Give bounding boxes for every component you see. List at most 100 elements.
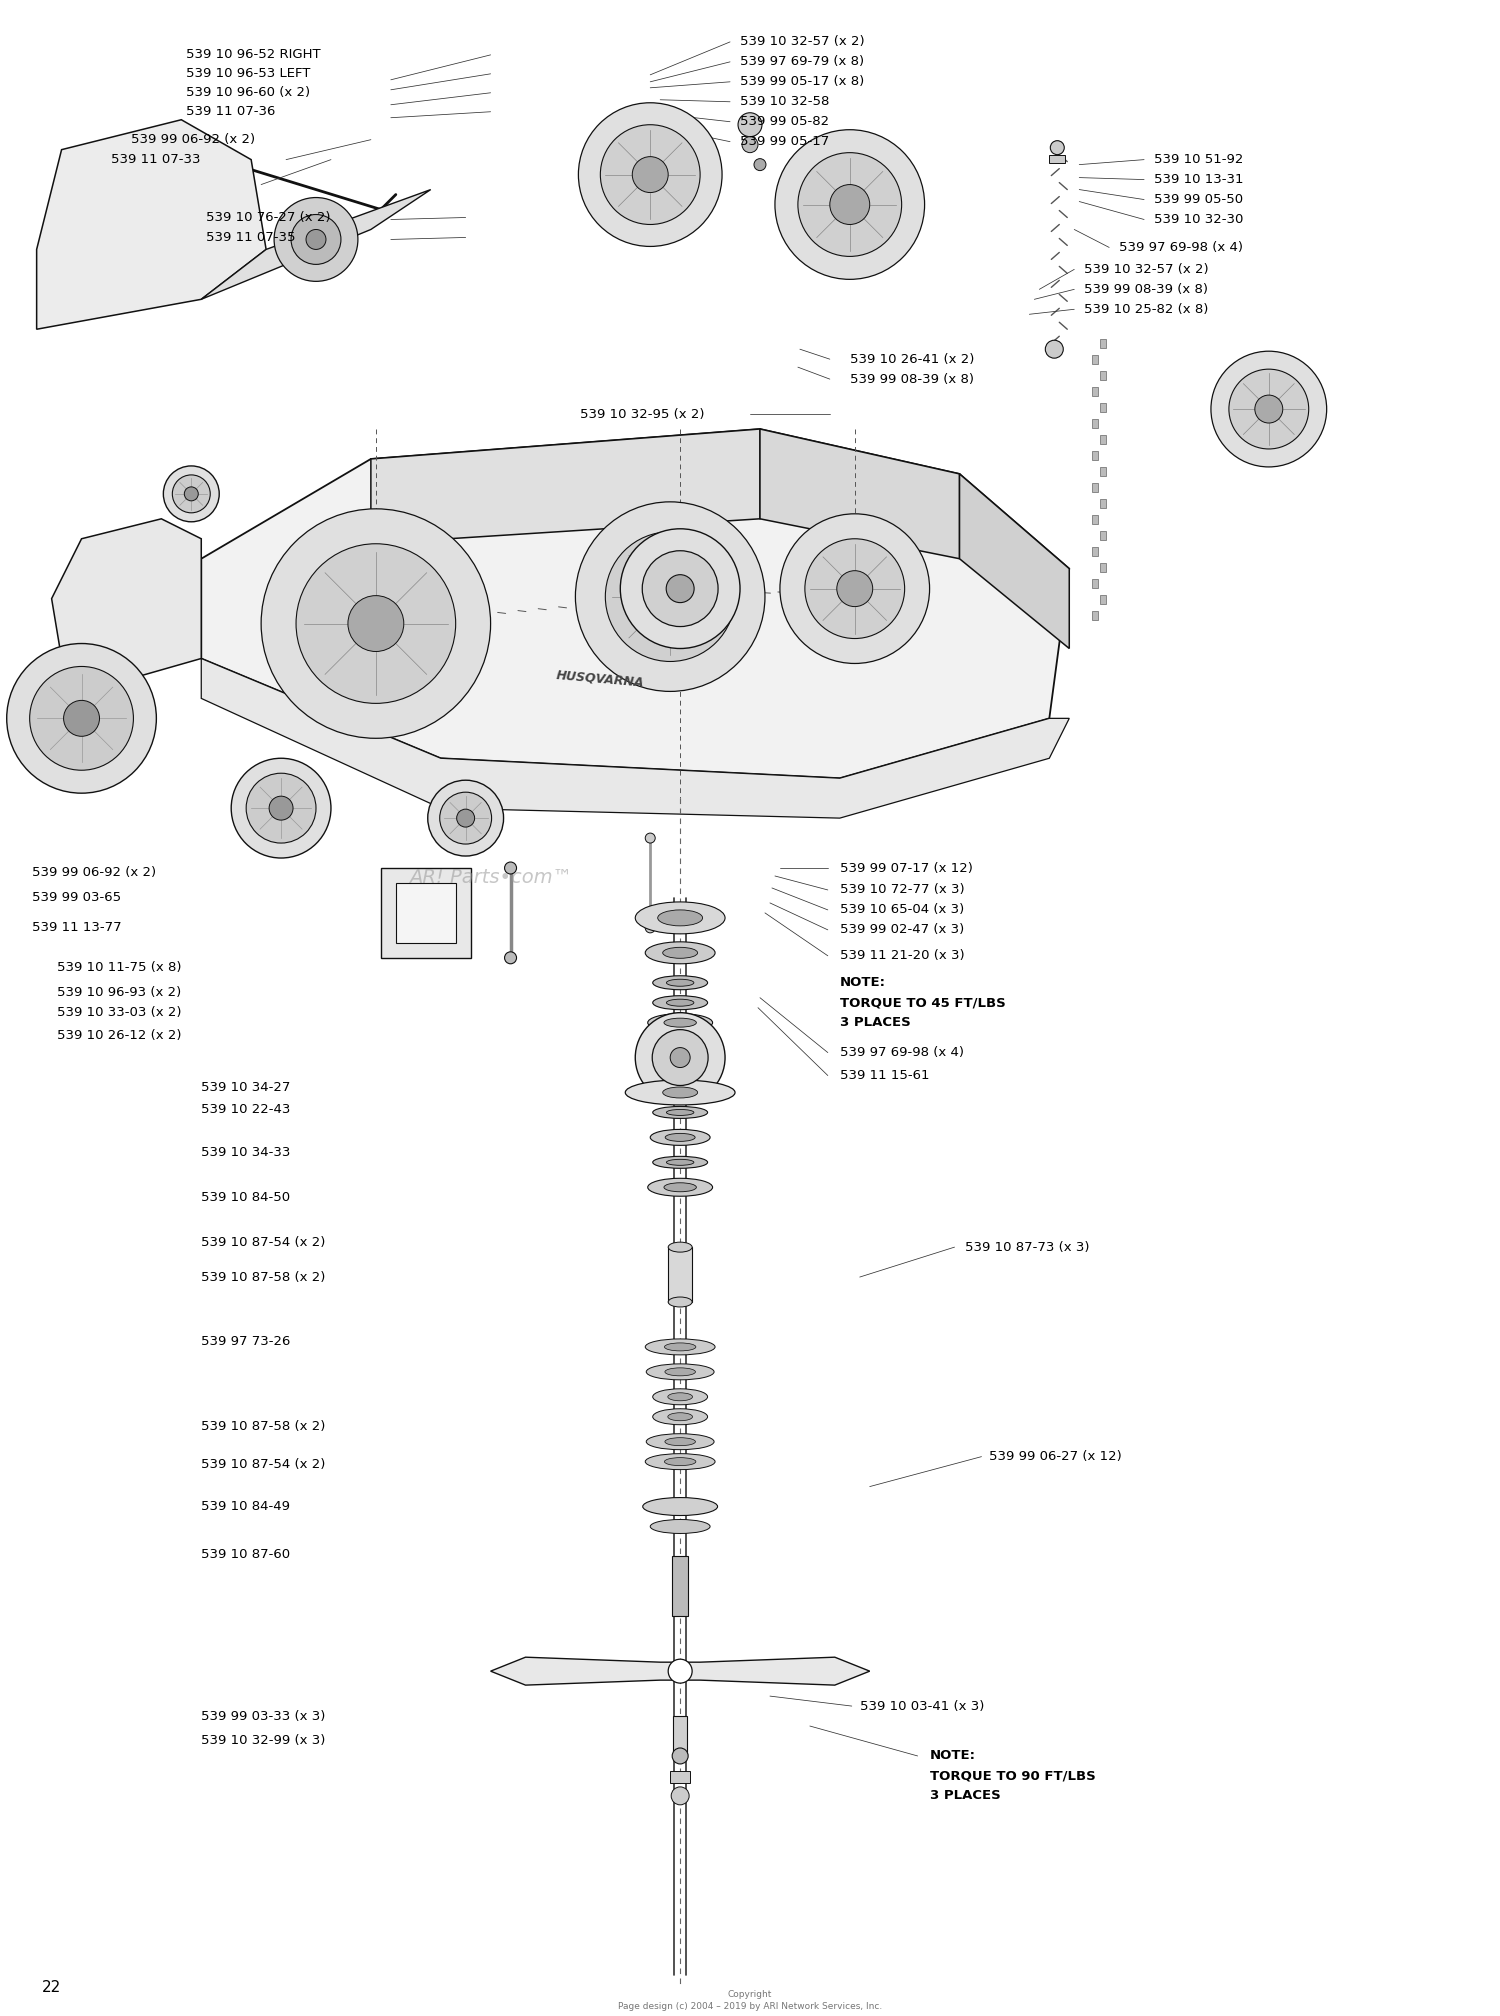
Circle shape bbox=[798, 153, 901, 256]
Circle shape bbox=[306, 230, 326, 250]
Text: 539 10 96-53 LEFT: 539 10 96-53 LEFT bbox=[186, 67, 310, 81]
Text: 539 10 87-73 (x 3): 539 10 87-73 (x 3) bbox=[964, 1240, 1089, 1254]
Ellipse shape bbox=[646, 1365, 714, 1379]
Text: AR! Parts•com™: AR! Parts•com™ bbox=[410, 869, 572, 887]
Polygon shape bbox=[51, 518, 201, 679]
Polygon shape bbox=[201, 190, 430, 298]
Circle shape bbox=[63, 700, 99, 736]
Circle shape bbox=[274, 198, 358, 282]
Text: 539 10 32-99 (x 3): 539 10 32-99 (x 3) bbox=[201, 1734, 326, 1748]
Circle shape bbox=[645, 833, 656, 843]
Polygon shape bbox=[201, 429, 1070, 778]
Bar bbox=[670, 1770, 690, 1782]
Circle shape bbox=[754, 159, 766, 171]
Circle shape bbox=[348, 595, 404, 651]
Ellipse shape bbox=[652, 996, 708, 1010]
Polygon shape bbox=[760, 429, 960, 558]
Text: 539 99 05-50: 539 99 05-50 bbox=[1154, 194, 1244, 206]
Text: 539 10 13-31: 539 10 13-31 bbox=[1154, 173, 1244, 185]
Text: 539 11 07-35: 539 11 07-35 bbox=[207, 232, 296, 244]
Circle shape bbox=[600, 125, 700, 224]
Circle shape bbox=[261, 508, 490, 738]
Ellipse shape bbox=[668, 1242, 692, 1252]
Circle shape bbox=[642, 550, 718, 627]
Text: 539 99 06-92 (x 2): 539 99 06-92 (x 2) bbox=[32, 867, 156, 879]
Ellipse shape bbox=[645, 1081, 716, 1103]
Bar bbox=[672, 1556, 688, 1617]
Bar bbox=[1092, 452, 1098, 460]
Text: 539 99 07-17 (x 12): 539 99 07-17 (x 12) bbox=[840, 861, 972, 875]
Text: 539 10 87-58 (x 2): 539 10 87-58 (x 2) bbox=[201, 1270, 326, 1284]
Ellipse shape bbox=[626, 1081, 735, 1105]
Ellipse shape bbox=[663, 948, 698, 958]
Ellipse shape bbox=[640, 1038, 720, 1066]
Circle shape bbox=[633, 157, 668, 194]
Polygon shape bbox=[960, 474, 1070, 649]
Ellipse shape bbox=[650, 1129, 710, 1145]
Text: 539 10 51-92: 539 10 51-92 bbox=[1154, 153, 1244, 165]
Circle shape bbox=[776, 129, 924, 280]
Ellipse shape bbox=[663, 1087, 698, 1099]
Text: 539 99 05-82: 539 99 05-82 bbox=[740, 115, 830, 129]
Text: 539 10 87-58 (x 2): 539 10 87-58 (x 2) bbox=[201, 1419, 326, 1433]
Ellipse shape bbox=[666, 1159, 694, 1165]
Bar bbox=[1050, 155, 1065, 163]
Circle shape bbox=[738, 113, 762, 137]
Ellipse shape bbox=[660, 1046, 700, 1060]
Ellipse shape bbox=[657, 909, 702, 925]
Circle shape bbox=[837, 571, 873, 607]
Ellipse shape bbox=[645, 941, 716, 964]
Ellipse shape bbox=[664, 1437, 696, 1445]
Ellipse shape bbox=[652, 1389, 708, 1405]
Text: 539 97 69-98 (x 4): 539 97 69-98 (x 4) bbox=[840, 1046, 964, 1058]
Ellipse shape bbox=[666, 980, 694, 986]
Text: 539 10 03-41 (x 3): 539 10 03-41 (x 3) bbox=[859, 1699, 984, 1712]
Circle shape bbox=[606, 532, 735, 661]
Bar bbox=[1092, 611, 1098, 619]
Bar bbox=[1092, 387, 1098, 395]
Circle shape bbox=[1256, 395, 1282, 423]
Text: 539 10 25-82 (x 8): 539 10 25-82 (x 8) bbox=[1084, 302, 1209, 317]
Text: TORQUE TO 90 FT/LBS: TORQUE TO 90 FT/LBS bbox=[930, 1770, 1095, 1782]
Text: NOTE:: NOTE: bbox=[930, 1750, 975, 1762]
Text: 539 99 06-27 (x 12): 539 99 06-27 (x 12) bbox=[990, 1450, 1122, 1464]
Circle shape bbox=[668, 1659, 692, 1683]
Ellipse shape bbox=[645, 1454, 716, 1470]
Ellipse shape bbox=[648, 1014, 712, 1032]
Text: 539 10 34-27: 539 10 34-27 bbox=[201, 1081, 291, 1095]
Ellipse shape bbox=[648, 1177, 712, 1195]
Circle shape bbox=[172, 476, 210, 512]
Text: 539 11 21-20 (x 3): 539 11 21-20 (x 3) bbox=[840, 950, 964, 962]
Ellipse shape bbox=[666, 1000, 694, 1006]
Text: 539 10 32-95 (x 2): 539 10 32-95 (x 2) bbox=[580, 407, 705, 421]
Circle shape bbox=[579, 103, 722, 246]
Circle shape bbox=[670, 1786, 688, 1804]
Circle shape bbox=[291, 214, 340, 264]
Bar bbox=[668, 1248, 692, 1302]
Text: 539 10 32-58: 539 10 32-58 bbox=[740, 95, 830, 109]
Text: NOTE:: NOTE: bbox=[840, 976, 886, 990]
Bar bbox=[1092, 484, 1098, 492]
Circle shape bbox=[504, 863, 516, 875]
Polygon shape bbox=[490, 1657, 870, 1685]
Bar bbox=[674, 1716, 687, 1756]
Bar bbox=[1092, 546, 1098, 556]
Text: 539 99 03-65: 539 99 03-65 bbox=[32, 891, 122, 905]
Text: 539 10 96-60 (x 2): 539 10 96-60 (x 2) bbox=[186, 87, 310, 99]
Text: 539 11 15-61: 539 11 15-61 bbox=[840, 1068, 930, 1083]
Circle shape bbox=[670, 1048, 690, 1068]
Text: 539 10 32-57 (x 2): 539 10 32-57 (x 2) bbox=[1084, 262, 1209, 276]
Bar bbox=[396, 883, 456, 943]
Circle shape bbox=[296, 544, 456, 704]
Circle shape bbox=[576, 502, 765, 691]
Bar bbox=[1100, 339, 1106, 349]
Circle shape bbox=[742, 137, 758, 153]
Text: 539 11 07-36: 539 11 07-36 bbox=[186, 105, 276, 119]
Text: HUSQVARNA: HUSQVARNA bbox=[556, 667, 645, 689]
Ellipse shape bbox=[664, 1458, 696, 1466]
Text: 539 10 87-60: 539 10 87-60 bbox=[201, 1548, 291, 1560]
Ellipse shape bbox=[664, 1343, 696, 1351]
Text: 539 10 76-27 (x 2): 539 10 76-27 (x 2) bbox=[207, 212, 332, 224]
Circle shape bbox=[231, 758, 332, 859]
Ellipse shape bbox=[666, 1109, 694, 1115]
